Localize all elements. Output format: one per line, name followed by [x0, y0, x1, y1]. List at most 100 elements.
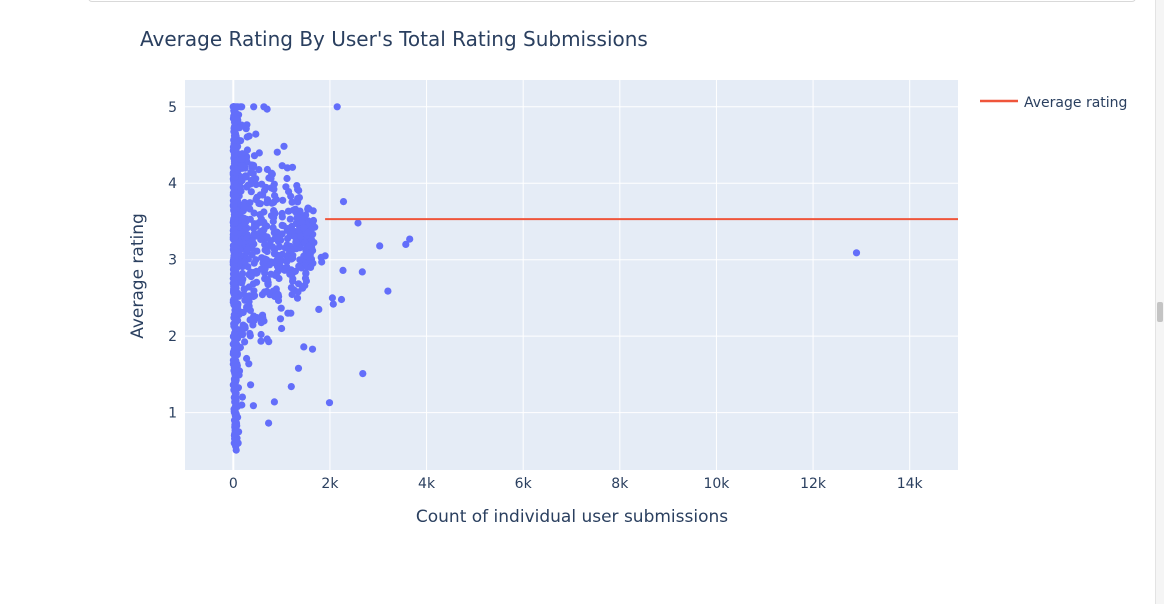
data-point	[359, 370, 367, 378]
data-point	[274, 291, 282, 299]
data-point	[328, 294, 336, 302]
x-tick-label: 12k	[800, 476, 827, 492]
data-point	[318, 258, 326, 266]
data-point	[268, 169, 276, 177]
data-point	[247, 180, 255, 188]
data-point	[243, 246, 251, 254]
data-point	[246, 329, 254, 338]
data-point	[402, 240, 410, 248]
data-point	[307, 263, 315, 271]
data-point	[253, 278, 261, 286]
data-point	[232, 446, 240, 454]
data-point	[270, 398, 278, 406]
data-point	[295, 262, 303, 270]
data-point	[292, 219, 300, 228]
data-point	[243, 303, 251, 311]
data-point	[269, 224, 277, 232]
data-point	[325, 399, 334, 407]
data-point	[307, 236, 316, 244]
y-tick-label: 4	[168, 176, 177, 192]
data-point	[231, 104, 239, 112]
legend[interactable]: Average rating	[980, 95, 1127, 111]
data-point	[288, 198, 296, 206]
data-point	[277, 304, 285, 312]
data-point	[244, 263, 252, 271]
data-point	[294, 198, 302, 206]
data-point	[283, 263, 291, 271]
data-point	[238, 277, 246, 285]
data-point	[288, 290, 296, 299]
data-point	[278, 324, 286, 333]
data-point	[333, 103, 341, 111]
data-point	[250, 152, 259, 160]
y-tick-label: 3	[168, 253, 177, 269]
data-point	[234, 439, 242, 447]
data-point	[270, 180, 278, 188]
y-tick-label: 5	[168, 100, 177, 116]
axis-ticks: 0 2k 4k 6k 8k 10k 12k 14k 1 2 3 4 5	[168, 100, 923, 492]
data-point	[265, 338, 273, 346]
data-point	[264, 276, 272, 284]
data-point	[247, 273, 255, 281]
data-point	[249, 170, 257, 178]
data-point	[252, 222, 260, 230]
data-point	[255, 166, 263, 174]
data-point	[293, 294, 302, 302]
data-point	[238, 401, 246, 409]
data-point	[246, 215, 254, 223]
data-point	[263, 222, 271, 230]
data-point	[321, 252, 329, 260]
y-axis-label: Average rating	[128, 213, 148, 339]
data-point	[237, 162, 245, 170]
data-point	[238, 150, 246, 158]
data-point	[239, 321, 247, 329]
data-point	[248, 237, 256, 245]
data-point	[245, 283, 253, 291]
data-point	[240, 214, 248, 222]
data-point	[297, 232, 305, 240]
data-point	[305, 242, 313, 250]
data-point	[296, 256, 304, 264]
scatter-points	[229, 103, 958, 454]
data-point	[239, 308, 247, 317]
data-point	[237, 137, 245, 145]
data-point	[302, 269, 310, 277]
data-point	[306, 250, 314, 259]
data-point	[249, 402, 257, 410]
data-point	[258, 254, 266, 262]
data-point	[279, 222, 287, 230]
x-tick-label: 8k	[611, 476, 629, 492]
y-tick-label: 1	[168, 406, 177, 422]
data-point	[276, 315, 285, 323]
data-point	[308, 345, 317, 353]
data-point	[278, 230, 286, 238]
x-tick-label: 14k	[897, 476, 924, 492]
data-point	[339, 198, 348, 206]
data-point	[244, 292, 252, 300]
data-point	[252, 180, 260, 189]
data-point	[241, 338, 249, 346]
data-point	[266, 261, 274, 269]
data-point	[291, 233, 299, 241]
data-point	[243, 146, 251, 154]
data-point	[250, 316, 258, 324]
data-point	[288, 227, 296, 235]
data-point	[258, 180, 266, 188]
data-point	[358, 268, 366, 276]
data-point	[256, 211, 264, 219]
data-point	[283, 164, 291, 172]
data-point	[329, 300, 337, 308]
x-axis-label: Count of individual user submissions	[416, 507, 728, 527]
data-point	[250, 103, 258, 111]
data-point	[252, 195, 260, 204]
x-tick-label: 2k	[321, 476, 339, 492]
data-point	[279, 196, 287, 204]
scrollbar-thumb[interactable]	[1157, 302, 1163, 322]
data-point	[247, 188, 255, 196]
data-point	[241, 172, 250, 180]
data-point	[238, 155, 246, 163]
data-point	[278, 213, 286, 221]
data-point	[271, 192, 279, 200]
